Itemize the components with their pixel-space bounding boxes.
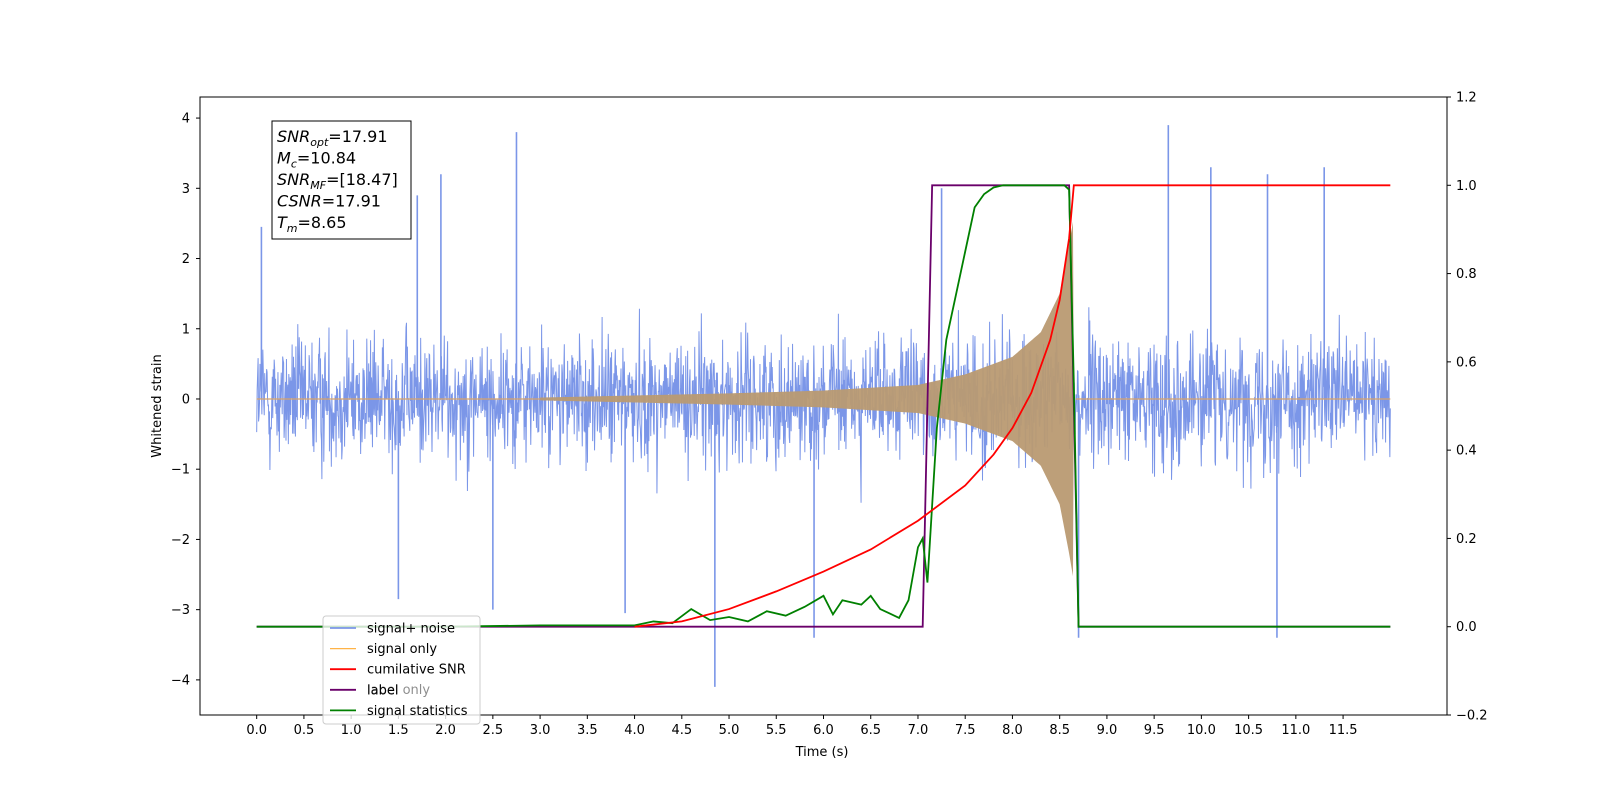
y-axis-left: 4 3 2 1 0 −1 −2 −3 −4 — [171, 112, 200, 688]
x-tick-label: 3.0 — [530, 723, 551, 738]
series-cumulative-snr-line — [634, 184, 1391, 628]
annotation-line: CSNR=17.91 — [277, 192, 381, 211]
annotation-line: Mc=10.84 — [277, 149, 356, 171]
x-tick-label: 9.5 — [1144, 723, 1165, 738]
y-left-tick-label: 3 — [182, 182, 190, 197]
annotation-line: Tm=8.65 — [277, 213, 347, 235]
x-tick-label: 11.0 — [1281, 723, 1310, 738]
y-left-tick-label: 1 — [182, 322, 190, 337]
x-tick-label: 9.0 — [1097, 723, 1118, 738]
y-right-tick-label: 0.2 — [1456, 532, 1477, 547]
legend: label only signal+ noise signal only cumila… — [322, 615, 481, 725]
legend-label: signal statistics — [367, 704, 468, 719]
annotation-line: SNRMF=[18.47] — [277, 170, 398, 192]
x-axis: 0.0 0.5 1.0 1.5 2.0 2.5 3.0 3.5 4.0 4.5 5.0 5.5 6.0 6… — [246, 715, 1358, 738]
y-axis-right: 1.2 1.0 0.8 0.6 0.4 0.2 0.0 −0.2 — [1447, 91, 1488, 724]
legend-frame — [322, 615, 481, 725]
series-signal-noise-line — [256, 307, 1391, 503]
y-right-tick-label: 1.0 — [1456, 179, 1477, 194]
x-tick-label: 2.0 — [435, 723, 456, 738]
annotation-line: SNRopt=17.91 — [277, 127, 388, 149]
x-tick-label: 1.0 — [341, 723, 362, 738]
x-tick-label: 5.0 — [719, 723, 740, 738]
y-left-tick-label: −2 — [171, 533, 190, 548]
x-tick-label: 6.0 — [813, 723, 834, 738]
x-tick-label: 1.5 — [388, 723, 409, 738]
x-tick-label: 10.0 — [1187, 723, 1216, 738]
x-tick-label: 4.0 — [624, 723, 645, 738]
y-left-tick-label: 2 — [182, 252, 190, 267]
legend-overlay-text: label only — [367, 683, 430, 698]
y-right-tick-label: 0.8 — [1456, 267, 1477, 282]
y-right-tick-label: −0.2 — [1456, 709, 1488, 724]
x-tick-label: 5.5 — [766, 723, 787, 738]
legend-label: signal+ noise — [367, 622, 455, 637]
x-tick-label: 6.5 — [860, 723, 881, 738]
series-signal-statistics-line — [256, 184, 1391, 628]
x-tick-label: 3.5 — [577, 723, 598, 738]
x-tick-label: 0.5 — [294, 723, 315, 738]
x-tick-label: 11.5 — [1329, 723, 1358, 738]
legend-label: label — [367, 683, 398, 698]
x-tick-label: 10.5 — [1234, 723, 1263, 738]
x-tick-label: 7.0 — [908, 723, 929, 738]
y-right-tick-label: 0.6 — [1456, 355, 1477, 370]
legend-label: signal only — [367, 642, 437, 657]
y-right-tick-label: 0.0 — [1456, 620, 1477, 635]
series-layer — [256, 125, 1391, 687]
y-left-tick-label: 0 — [182, 392, 190, 407]
y-left-tick-label: −4 — [171, 673, 190, 688]
x-tick-label: 0.0 — [246, 723, 267, 738]
x-tick-label: 4.5 — [671, 723, 692, 738]
x-tick-label: 2.5 — [483, 723, 504, 738]
y-axis-title: Whitened strain — [150, 354, 165, 457]
series-signal-only-envelope — [540, 221, 1074, 577]
x-tick-label: 8.5 — [1049, 723, 1070, 738]
y-right-tick-label: 1.2 — [1456, 91, 1477, 106]
annotation-box: SNRopt=17.91Mc=10.84SNRMF=[18.47]CSNR=17… — [271, 120, 412, 240]
y-left-tick-label: −1 — [171, 463, 190, 478]
plot-area — [256, 125, 1391, 687]
x-axis-title: Time (s) — [795, 745, 849, 760]
y-left-tick-label: 4 — [182, 112, 190, 127]
y-right-tick-label: 0.4 — [1456, 444, 1477, 459]
legend-label: cumilative SNR — [367, 663, 466, 678]
annotation-frame — [271, 120, 412, 240]
x-tick-label: 8.0 — [1002, 723, 1023, 738]
y-left-tick-label: −3 — [171, 603, 190, 618]
x-tick-label: 7.5 — [955, 723, 976, 738]
